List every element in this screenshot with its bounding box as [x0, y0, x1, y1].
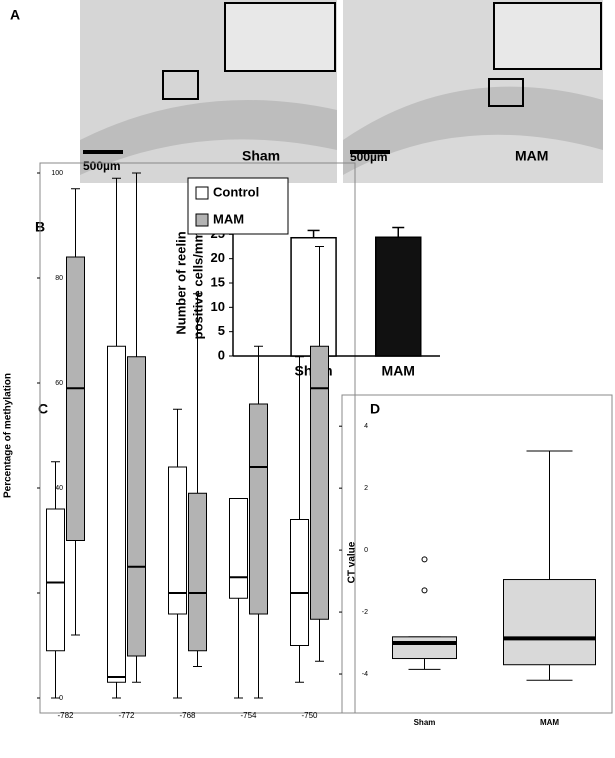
- micrograph-label: Sham: [242, 148, 280, 164]
- y-tick-label: 0: [59, 695, 63, 702]
- y-tick-label: 40: [55, 485, 63, 492]
- box: [503, 579, 596, 666]
- y-tick-label: 60: [55, 380, 63, 387]
- x-tick-label: MAM: [540, 718, 559, 727]
- box: [310, 345, 329, 620]
- x-tick-label: -754: [240, 711, 257, 720]
- y-tick-label: 100: [51, 170, 63, 177]
- bar: [290, 236, 337, 357]
- y-tick-label: 5: [218, 323, 225, 338]
- box: [127, 356, 146, 657]
- y-tick-label: -4: [362, 671, 368, 678]
- box: [392, 636, 457, 660]
- box: [46, 508, 65, 652]
- legend-swatch: [195, 213, 209, 227]
- x-tick-label: -750: [301, 711, 318, 720]
- y-tick-label: 4: [364, 423, 368, 430]
- y-tick-label: 0: [364, 547, 368, 554]
- box: [188, 492, 207, 652]
- micrograph: 500µm MAM: [343, 0, 603, 183]
- x-tick-label: Sham: [414, 718, 436, 727]
- y-axis-label: Number of reelin: [173, 231, 188, 334]
- panel-label: D: [370, 401, 380, 417]
- panel-frame: [39, 162, 356, 714]
- outlier: [421, 587, 428, 594]
- panel-label: A: [10, 7, 20, 23]
- legend-label: Control: [213, 184, 259, 199]
- box: [107, 345, 126, 683]
- y-tick-label: 2: [364, 485, 368, 492]
- x-tick-label: -772: [118, 711, 135, 720]
- x-tick-label: -768: [179, 711, 196, 720]
- y-tick-label: 80: [55, 275, 63, 282]
- legend-swatch: [195, 186, 209, 200]
- x-tick-label: -782: [57, 711, 74, 720]
- micrograph-label: MAM: [515, 148, 548, 164]
- y-tick-label: 20: [211, 250, 225, 265]
- y-axis-label: Percentage of methylation: [3, 373, 14, 498]
- legend-label: MAM: [213, 211, 244, 226]
- y-tick-label: -2: [362, 609, 368, 616]
- box: [229, 498, 248, 599]
- x-tick-label: MAM: [382, 363, 415, 379]
- box: [66, 256, 85, 541]
- panel-label: C: [38, 401, 48, 417]
- box: [290, 519, 309, 646]
- scale-bar-label: 500µm: [350, 150, 388, 164]
- scale-bar-label: 500µm: [83, 159, 121, 173]
- y-tick-label: 10: [211, 299, 225, 314]
- box: [168, 466, 187, 615]
- micrograph: 500µm Sham: [80, 0, 337, 183]
- y-axis-label: positive cells/mm²: [190, 226, 205, 339]
- bar: [375, 236, 422, 357]
- outlier: [421, 556, 428, 563]
- box: [249, 403, 268, 615]
- y-tick-label: 15: [211, 274, 225, 289]
- y-axis-label: CT value: [347, 541, 358, 583]
- panel-frame: [341, 394, 613, 714]
- y-tick-label: 0: [218, 347, 225, 362]
